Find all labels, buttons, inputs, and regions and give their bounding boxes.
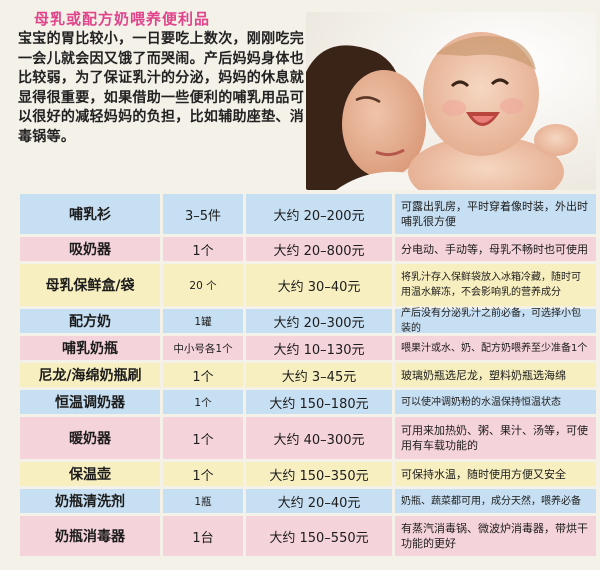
table-row: 哺乳衫 3–5件 大约 20–200元 可露出乳房，平时穿着像时装，外出时哺乳很…	[20, 194, 596, 234]
item-name: 哺乳奶瓶	[20, 336, 160, 360]
item-name: 尼龙/海绵奶瓶刷	[20, 363, 160, 387]
item-price: 大约 20–40元	[246, 489, 392, 513]
item-note: 喂果汁或水、奶、配方奶喂养至少准备1个	[395, 336, 596, 360]
item-quantity: 1个	[163, 390, 243, 414]
item-name: 配方奶	[20, 309, 160, 333]
item-price: 大约 150–180元	[246, 390, 392, 414]
item-quantity: 20 个	[163, 264, 243, 306]
item-quantity: 1瓶	[163, 489, 243, 513]
item-name: 母乳保鲜盒/袋	[20, 264, 160, 306]
item-name: 恒温调奶器	[20, 390, 160, 414]
item-note: 可以使冲调奶粉的水温保持恒温状态	[395, 390, 596, 414]
item-quantity: 1罐	[163, 309, 243, 333]
item-name: 暖奶器	[20, 417, 160, 459]
item-price: 大约 10–130元	[246, 336, 392, 360]
item-name: 奶瓶清洗剂	[20, 489, 160, 513]
table-row: 奶瓶清洗剂 1瓶 大约 20–40元 奶瓶、蔬菜都可用，成分天然，喂养必备	[20, 489, 596, 513]
item-name: 奶瓶消毒器	[20, 516, 160, 556]
item-quantity: 1个	[163, 237, 243, 261]
item-price: 大约 20–200元	[246, 194, 392, 234]
table-row: 配方奶 1罐 大约 20–300元 产后没有分泌乳汁之前必备，可选择小包装的	[20, 308, 596, 334]
item-note: 可用来加热奶、粥、果汁、汤等，可使用有车载功能的	[395, 417, 596, 459]
item-price: 大约 40–300元	[246, 417, 392, 459]
item-note: 有蒸汽消毒锅、微波炉消毒器，带烘干功能的更好	[395, 516, 596, 556]
item-price: 大约 20–800元	[246, 237, 392, 261]
item-quantity: 1个	[163, 363, 243, 387]
item-price: 大约 150–350元	[246, 462, 392, 486]
item-name: 吸奶器	[20, 237, 160, 261]
item-price: 大约 150–550元	[246, 516, 392, 556]
table-row: 奶瓶消毒器 1台 大约 150–550元 有蒸汽消毒锅、微波炉消毒器，带烘干功能…	[20, 516, 596, 556]
mother-baby-photo	[306, 12, 596, 190]
item-price: 大约 3–45元	[246, 363, 392, 387]
item-quantity: 3–5件	[163, 194, 243, 234]
item-note: 将乳汁存入保鲜袋放入冰箱冷藏，随时可用温水解冻，不会影响乳的营养成分	[395, 264, 596, 306]
item-note: 奶瓶、蔬菜都可用，成分天然，喂养必备	[395, 489, 596, 513]
table-row: 保温壶 1个 大约 150–350元 可保持水温，随时使用方便又安全	[20, 462, 596, 486]
item-name: 哺乳衫	[20, 194, 160, 234]
intro-paragraph: 宝宝的胃比较小，一日要吃上数次，刚刚吃完一会儿就会因又饿了而哭闹。产后妈妈身体也…	[18, 31, 304, 145]
item-price: 大约 20–300元	[246, 309, 392, 333]
article-title: 母乳或配方奶喂养便利品	[34, 10, 211, 28]
table-row: 吸奶器 1个 大约 20–800元 分电动、手动等，母乳不畅时也可使用	[20, 237, 596, 261]
item-quantity: 中小号各1个	[163, 336, 243, 360]
baby-feeding-products-table: 哺乳衫 3–5件 大约 20–200元 可露出乳房，平时穿着像时装，外出时哺乳很…	[20, 194, 596, 556]
item-name: 保温壶	[20, 462, 160, 486]
item-note: 产后没有分泌乳汁之前必备，可选择小包装的	[395, 308, 596, 334]
item-quantity: 1台	[163, 516, 243, 556]
item-note: 可露出乳房，平时穿着像时装，外出时哺乳很方便	[395, 194, 596, 234]
item-quantity: 1个	[163, 462, 243, 486]
item-quantity: 1个	[163, 417, 243, 459]
table-row: 尼龙/海绵奶瓶刷 1个 大约 3–45元 玻璃奶瓶选尼龙，塑料奶瓶选海绵	[20, 363, 596, 387]
table-row: 母乳保鲜盒/袋 20 个 大约 30–40元 将乳汁存入保鲜袋放入冰箱冷藏，随时…	[20, 264, 596, 306]
item-note: 玻璃奶瓶选尼龙，塑料奶瓶选海绵	[395, 363, 596, 387]
item-note: 分电动、手动等，母乳不畅时也可使用	[395, 237, 596, 261]
table-row: 暖奶器 1个 大约 40–300元 可用来加热奶、粥、果汁、汤等，可使用有车载功…	[20, 417, 596, 459]
item-note: 可保持水温，随时使用方便又安全	[395, 462, 596, 486]
table-row: 恒温调奶器 1个 大约 150–180元 可以使冲调奶粉的水温保持恒温状态	[20, 390, 596, 414]
table-row: 哺乳奶瓶 中小号各1个 大约 10–130元 喂果汁或水、奶、配方奶喂养至少准备…	[20, 336, 596, 360]
item-price: 大约 30–40元	[246, 264, 392, 306]
